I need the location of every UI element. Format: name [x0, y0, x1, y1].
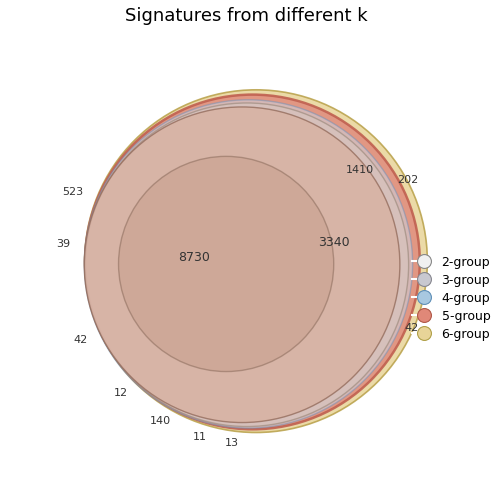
Text: 12: 12 — [113, 389, 128, 399]
Circle shape — [84, 107, 400, 422]
Text: 523: 523 — [62, 187, 83, 197]
Text: 13: 13 — [225, 438, 239, 448]
Circle shape — [84, 100, 413, 428]
Text: 11: 11 — [193, 432, 207, 443]
Text: 42: 42 — [74, 335, 88, 345]
Circle shape — [85, 90, 427, 432]
Text: 202: 202 — [397, 175, 418, 185]
Circle shape — [85, 103, 409, 426]
Text: 1410: 1410 — [346, 165, 373, 175]
Text: 3340: 3340 — [318, 235, 350, 248]
Circle shape — [85, 95, 420, 429]
Text: 42: 42 — [404, 323, 418, 333]
Text: 140: 140 — [150, 416, 171, 426]
Circle shape — [118, 156, 334, 371]
Text: 39: 39 — [56, 239, 70, 249]
Title: Signatures from different k: Signatures from different k — [125, 7, 367, 25]
Text: 8730: 8730 — [178, 251, 210, 265]
Legend: 2-group, 3-group, 4-group, 5-group, 6-group: 2-group, 3-group, 4-group, 5-group, 6-gr… — [408, 252, 494, 345]
